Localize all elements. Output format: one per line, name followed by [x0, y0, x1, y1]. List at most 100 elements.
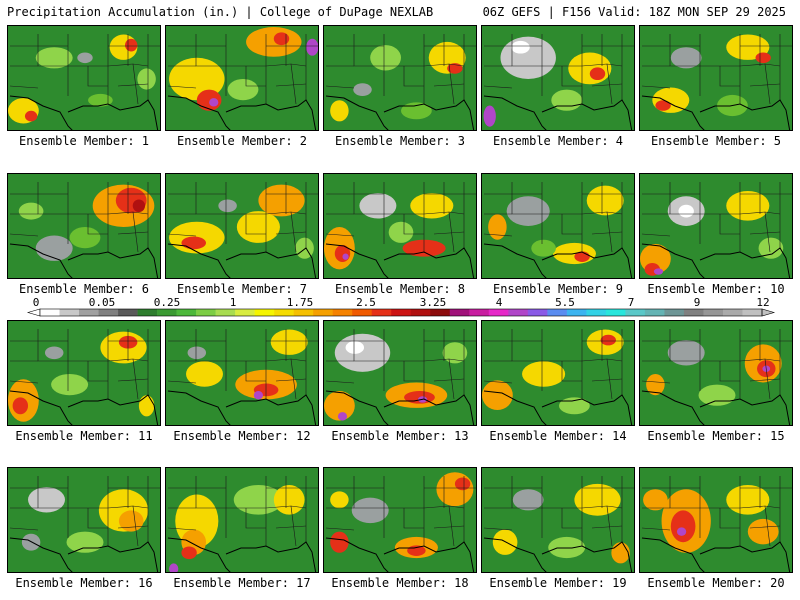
precip-contour — [559, 397, 590, 415]
state-border — [245, 508, 266, 529]
state-border — [132, 505, 139, 547]
colorbar-swatch — [449, 309, 470, 316]
state-border — [87, 214, 108, 235]
ensemble-member-map — [481, 320, 635, 426]
state-border — [561, 66, 582, 87]
precip-contour — [342, 253, 349, 260]
ensemble-member-label: Ensemble Member: 10 — [647, 282, 785, 296]
ensemble-member-label: Ensemble Member: 4 — [492, 134, 624, 148]
precip-contour — [24, 110, 38, 122]
precip-contour — [125, 38, 138, 52]
precip-field — [166, 468, 318, 572]
precip-contour — [44, 346, 64, 360]
state-border — [448, 505, 455, 547]
colorbar-max-arrow — [761, 308, 776, 317]
precip-contour — [196, 89, 222, 111]
precip-contour — [370, 45, 401, 71]
coastline — [483, 243, 633, 278]
state-border — [641, 85, 671, 89]
precip-field — [640, 174, 792, 278]
ensemble-member-map — [639, 25, 793, 131]
precip-contour — [253, 390, 264, 400]
precip-contour — [401, 102, 432, 120]
colorbar-swatch — [118, 309, 138, 316]
precip-contour — [137, 68, 156, 90]
state-border — [87, 66, 108, 87]
map-background — [482, 468, 634, 572]
colorbar-swatch — [605, 309, 626, 316]
map-background — [640, 26, 792, 130]
precip-contour — [698, 384, 736, 406]
coastline — [325, 95, 475, 130]
precip-contour — [273, 32, 290, 46]
precip-contour — [330, 100, 349, 122]
precip-contour — [35, 47, 73, 69]
precip-contour — [600, 334, 616, 346]
state-border — [325, 380, 355, 384]
state-border — [403, 66, 424, 87]
state-border — [448, 358, 455, 400]
ensemble-member-label: Ensemble Member: 6 — [18, 282, 150, 296]
coastline — [167, 95, 317, 130]
state-border — [117, 525, 149, 529]
ensemble-member-label: Ensemble Member: 13 — [331, 429, 469, 443]
precip-contour — [209, 98, 219, 107]
coastline — [167, 390, 317, 425]
precip-contour — [12, 397, 29, 415]
state-border — [591, 378, 623, 382]
precip-contour — [236, 211, 280, 243]
precip-contour — [611, 542, 630, 564]
precip-contour — [589, 67, 606, 81]
state-border — [245, 214, 266, 235]
state-border — [483, 527, 513, 531]
ensemble-member-label: Ensemble Member: 15 — [647, 429, 785, 443]
colorbar-swatch — [625, 309, 646, 316]
state-border — [290, 505, 297, 547]
colorbar-swatch — [254, 309, 275, 316]
ensemble-member-label: Ensemble Member: 8 — [334, 282, 466, 296]
coastline — [325, 390, 475, 425]
ensemble-member-label: Ensemble Member: 1 — [18, 134, 150, 148]
coastline — [641, 390, 791, 425]
ensemble-member-label: Ensemble Member: 17 — [173, 576, 311, 590]
precip-contour — [482, 380, 513, 411]
precip-contour — [500, 36, 556, 79]
precip-contour — [233, 484, 284, 515]
precip-contour — [551, 89, 583, 111]
colorbar-swatch — [586, 309, 607, 316]
state-border — [9, 527, 39, 531]
ensemble-member-map — [165, 173, 319, 279]
state-border — [719, 214, 740, 235]
colorbar-swatch — [196, 309, 216, 316]
ensemble-member-map — [639, 320, 793, 426]
state-border — [403, 508, 424, 529]
ensemble-member-map — [639, 467, 793, 573]
state-border — [37, 329, 69, 391]
precip-field — [640, 468, 792, 572]
precip-field — [640, 321, 792, 425]
ensemble-member-map — [323, 25, 477, 131]
header-valid-time: 06Z GEFS | F156 Valid: 18Z MON SEP 29 20… — [482, 5, 786, 19]
state-border — [606, 505, 613, 547]
colorbar-tick-label: 1.75 — [287, 296, 314, 309]
state-border — [561, 214, 582, 235]
state-border — [132, 358, 139, 400]
coastline — [325, 243, 475, 278]
coastline — [641, 95, 791, 130]
precip-contour — [646, 374, 665, 396]
colorbar-tick-label: 4 — [496, 296, 503, 309]
ensemble-member-label: Ensemble Member: 18 — [331, 576, 469, 590]
ensemble-member-map — [481, 173, 635, 279]
coastline — [641, 537, 791, 572]
precip-field — [640, 26, 792, 130]
precip-contour — [407, 545, 426, 556]
colorbar-swatch — [508, 309, 529, 316]
precip-colorbar: 0 0.05 0.25 1 1.75 2.5 3.25 4 5.5 7 9 12 — [26, 296, 776, 317]
state-border — [37, 476, 69, 538]
precip-contour — [506, 196, 550, 226]
state-border — [641, 380, 671, 384]
state-border — [132, 63, 139, 105]
precip-contour — [522, 361, 566, 387]
colorbar-swatch — [352, 309, 373, 316]
state-border — [511, 329, 543, 391]
